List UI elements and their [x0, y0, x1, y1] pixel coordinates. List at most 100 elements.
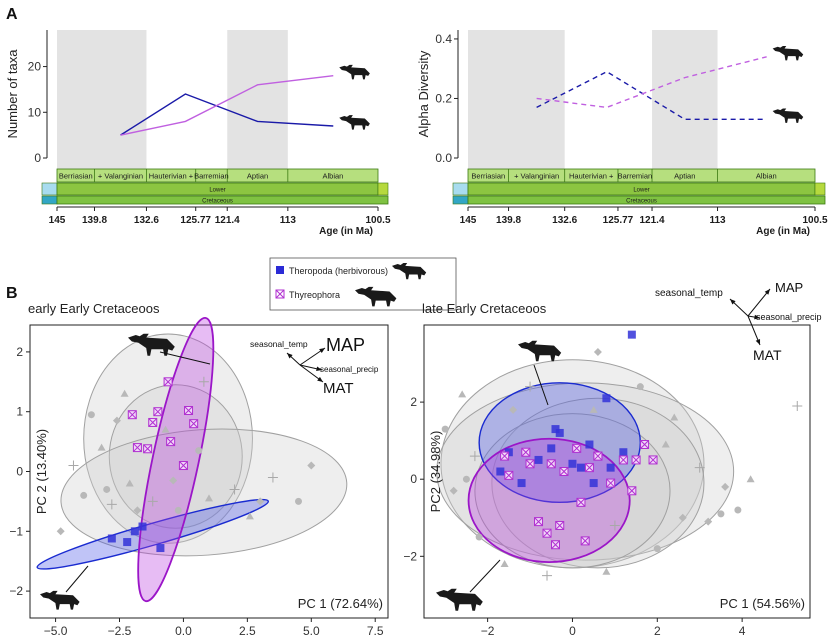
thyreophora-silhouette-icon: [339, 64, 370, 80]
thyreophora-point: [184, 406, 194, 416]
other-ellipse: [108, 384, 243, 529]
other-point: [589, 405, 598, 413]
thyreophora-point: [148, 417, 158, 427]
thyreophora-point: [132, 443, 142, 453]
y-tick-label: 0.0: [435, 151, 452, 165]
y-axis-title: PC2 (34.98%): [428, 431, 443, 513]
sauropod-legend-silhouette-icon: [355, 286, 397, 307]
other-point: [120, 389, 129, 397]
plot-title: late Early Cretaceoos: [422, 301, 547, 316]
late-pca-plot: late Early Cretaceoos −2 0 2 4 −2 0 2 PC 1 (54.5…: [403, 280, 821, 638]
other-point: [475, 533, 483, 541]
y-tick-label: 2: [16, 345, 23, 359]
thyreophora-point-cross: [580, 536, 590, 546]
sauropod-silhouette-icon: [436, 588, 483, 611]
thyreophora-point: [178, 461, 188, 471]
period-label: Cretaceous: [626, 199, 657, 205]
pointer-line: [159, 351, 211, 365]
y-tick-label: 1: [16, 405, 23, 419]
other-point: [147, 496, 158, 507]
thyreophora-point-cross: [189, 419, 199, 429]
other-point: [734, 506, 742, 514]
age-tick-label: 125.77: [603, 215, 634, 226]
theropoda-point: [555, 428, 564, 437]
theropoda-silhouette-icon-shape: [339, 115, 370, 130]
other-point: [169, 476, 178, 485]
theropoda-point: [496, 467, 505, 476]
other-point: [68, 460, 79, 471]
thyreophora-point: [542, 528, 552, 538]
theropod-silhouette-icon-shape: [40, 590, 80, 610]
theropoda-point: [627, 330, 636, 339]
other-point: [653, 545, 661, 553]
thyreophora-point-cross: [184, 406, 193, 415]
y-axis-title: PC 2 (13.40%): [34, 429, 49, 514]
loading-arrowhead: [319, 348, 325, 354]
thyreophora-point-cross: [640, 440, 649, 449]
thyreophora-point-cross: [631, 455, 641, 465]
y-tick-label: 0: [16, 465, 23, 479]
thyreophora-point-cross: [166, 437, 175, 446]
thyreophora-point-cross: [593, 451, 603, 461]
other-point: [256, 497, 265, 506]
x-tick-label: 2.5: [239, 624, 256, 638]
theropod-legend-silhouette-icon-shape: [392, 263, 427, 280]
thyreophora-point: [640, 440, 650, 450]
loading-label: seasonal_temp: [655, 288, 723, 299]
thyreophora-point: [593, 451, 603, 461]
age-tick-label: 132.6: [134, 215, 159, 226]
age-tick-label: 121.4: [215, 215, 240, 226]
theropoda-ellipse: [36, 498, 270, 570]
x-tick-label: 0: [569, 624, 576, 638]
loading-label: MAT: [753, 347, 782, 363]
legend-theropoda-label: Theropoda (herbivorous): [289, 266, 388, 276]
loading-arrowhead: [317, 376, 323, 382]
other-ellipse: [60, 428, 348, 557]
other-point: [161, 425, 170, 433]
other-point: [295, 497, 302, 505]
stage-label: Aptian: [674, 172, 695, 181]
theropod-legend-silhouette-icon: [392, 263, 427, 280]
legend-box: [269, 257, 457, 311]
other-point: [198, 376, 209, 387]
theropoda-point: [619, 448, 628, 457]
y-tick-label: 0.2: [435, 91, 452, 105]
y-tick-label: 0: [410, 472, 417, 486]
thyreophora-point-cross: [555, 521, 565, 530]
thyreophora-point: [555, 520, 565, 530]
thyreophora-point: [500, 451, 510, 461]
loading-arrowhead: [287, 353, 293, 359]
other-point: [469, 451, 480, 462]
thyreophora-point: [584, 463, 594, 473]
other-point: [195, 447, 203, 455]
thyreophora-point-cross: [627, 486, 637, 496]
thyreophora-point-cross: [500, 451, 509, 461]
upper-stub: [814, 182, 826, 196]
thyreophora-point-cross: [179, 461, 188, 470]
early-pca-plot: early Early Cretaceoos −5.0 −2.5 0.0 2.5 5.0 7…: [9, 301, 389, 638]
x-axis-title: PC 1 (54.56%): [720, 596, 805, 611]
other-point: [97, 443, 106, 451]
thyreophora-point: [580, 536, 590, 546]
stage-label: + Valanginian: [98, 172, 143, 181]
x-tick-label: −5.0: [44, 624, 68, 638]
jurassic-period-stub: [41, 195, 58, 205]
thyreophora-point-cross: [546, 459, 556, 469]
other-point: [704, 517, 713, 526]
theropod-silhouette-icon: [40, 590, 80, 610]
loading-label: MAP: [326, 335, 365, 355]
alpha-diversity-chart: 0.0 0.2 0.4 Alpha Diversity Berriasian + Vala…: [416, 30, 828, 237]
plot-title: early Early Cretaceoos: [28, 301, 160, 316]
thyreophora-point: [618, 455, 628, 465]
thyreophora-point: [534, 517, 544, 527]
other-point: [56, 527, 65, 536]
other-ellipse: [491, 397, 705, 569]
stage-row: [56, 168, 379, 183]
other-point: [542, 570, 553, 581]
stage-label: Barremian: [618, 172, 653, 181]
other-point: [462, 475, 470, 483]
x-tick-label: −2: [481, 624, 495, 638]
y-tick-label: −1: [9, 524, 23, 538]
thyreophora-point: [631, 455, 641, 465]
stage-label: Albian: [756, 172, 777, 181]
